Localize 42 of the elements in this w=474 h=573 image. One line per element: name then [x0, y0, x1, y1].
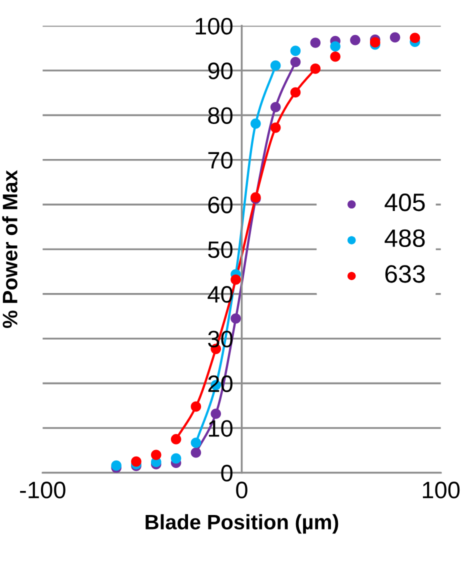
- x-axis-title: Blade Position (µm): [146, 514, 338, 534]
- point: [131, 456, 142, 467]
- point: [190, 438, 202, 448]
- point: [230, 313, 241, 324]
- point: [230, 274, 241, 285]
- point: [290, 87, 301, 98]
- y-tick-label: 50: [208, 241, 232, 258]
- point: [290, 56, 301, 68]
- legend-label: 633: [385, 265, 425, 283]
- point: [270, 102, 281, 112]
- point: [250, 118, 261, 129]
- y-tick-label: 10: [208, 420, 232, 437]
- point: [210, 408, 222, 419]
- legend-label: 405: [384, 194, 425, 212]
- point: [170, 434, 182, 444]
- y-axis-title: % Power of Max: [2, 170, 18, 328]
- y-tick-label: 0: [221, 464, 232, 482]
- point: [190, 447, 202, 458]
- x-tick-label: 100: [422, 482, 460, 498]
- point: [290, 46, 301, 56]
- point: [370, 37, 380, 48]
- point: [330, 41, 340, 52]
- point: [410, 32, 420, 43]
- point: [150, 450, 162, 460]
- point: [350, 34, 360, 46]
- y-tick-label: 100: [196, 18, 232, 35]
- y-tick-label: 80: [208, 107, 232, 124]
- point: [310, 38, 321, 48]
- point: [310, 64, 321, 74]
- point: [270, 60, 281, 71]
- x-tick-label: 0: [236, 482, 248, 498]
- y-tick-label: 60: [208, 196, 232, 214]
- y-tick-label: 70: [208, 152, 232, 169]
- point: [390, 32, 400, 43]
- point: [270, 122, 281, 133]
- point: [330, 51, 340, 62]
- point: [170, 453, 182, 464]
- y-tick-label: 90: [208, 62, 232, 80]
- point: [190, 401, 202, 412]
- legend-label: 488: [384, 229, 425, 248]
- x-tick-label: -100: [20, 482, 66, 498]
- point: [111, 460, 122, 471]
